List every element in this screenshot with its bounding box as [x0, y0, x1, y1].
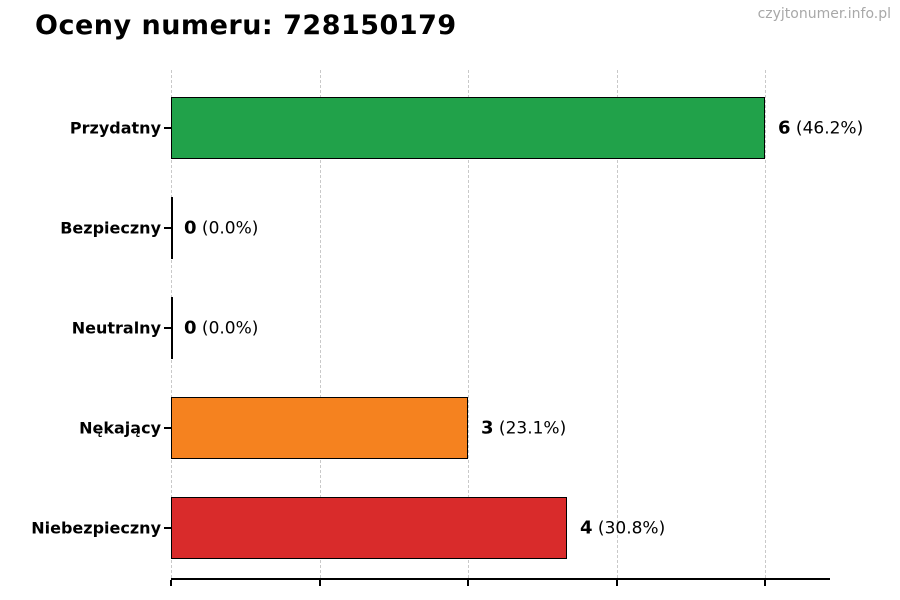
value-percent: (30.8%) — [592, 518, 666, 539]
x-axis-tick — [170, 580, 172, 586]
value-count: 4 — [580, 517, 593, 539]
value-label: 4 (30.8%) — [580, 518, 665, 539]
value-label: 0 (0.0%) — [184, 218, 258, 239]
value-percent: (0.0%) — [196, 318, 259, 339]
gridline — [616, 70, 618, 578]
value-count: 3 — [481, 417, 494, 439]
value-label: 3 (23.1%) — [481, 418, 566, 439]
gridline — [765, 70, 766, 578]
x-axis-tick — [764, 580, 766, 586]
gridline — [468, 70, 469, 578]
chart-title: Oceny numeru: 728150179 — [35, 10, 457, 41]
category-label: Przydatny — [69, 118, 161, 138]
y-axis-tick — [164, 227, 171, 229]
bar — [171, 97, 765, 159]
x-axis-tick — [318, 580, 321, 586]
value-count: 6 — [778, 117, 791, 139]
value-count: 0 — [184, 317, 197, 339]
y-axis-tick — [164, 127, 171, 129]
value-count: 0 — [184, 217, 197, 239]
value-label: 0 (0.0%) — [184, 318, 258, 339]
category-label: Neutralny — [71, 318, 161, 338]
gridline — [319, 70, 321, 578]
value-percent: (46.2%) — [790, 118, 864, 139]
value-label: 6 (46.2%) — [778, 118, 863, 139]
x-axis-tick — [615, 580, 618, 586]
value-percent: (23.1%) — [493, 418, 567, 439]
y-axis-tick — [164, 427, 171, 429]
category-label: Nękający — [79, 418, 161, 438]
bar-zero — [171, 197, 173, 259]
x-axis-tick — [467, 580, 469, 586]
bar-zero — [171, 297, 173, 359]
category-label: Niebezpieczny — [31, 518, 161, 538]
bar — [171, 397, 468, 459]
plot-area: Przydatny 6 (46.2%) Bezpieczny 0 (0.0%) Neut… — [31, 70, 863, 586]
y-axis-tick — [164, 527, 171, 529]
value-percent: (0.0%) — [196, 218, 259, 239]
bar — [171, 497, 567, 559]
watermark-text: czyjtonumer.info.pl — [757, 6, 891, 22]
category-label: Bezpieczny — [60, 218, 161, 238]
y-axis-tick — [164, 327, 171, 329]
